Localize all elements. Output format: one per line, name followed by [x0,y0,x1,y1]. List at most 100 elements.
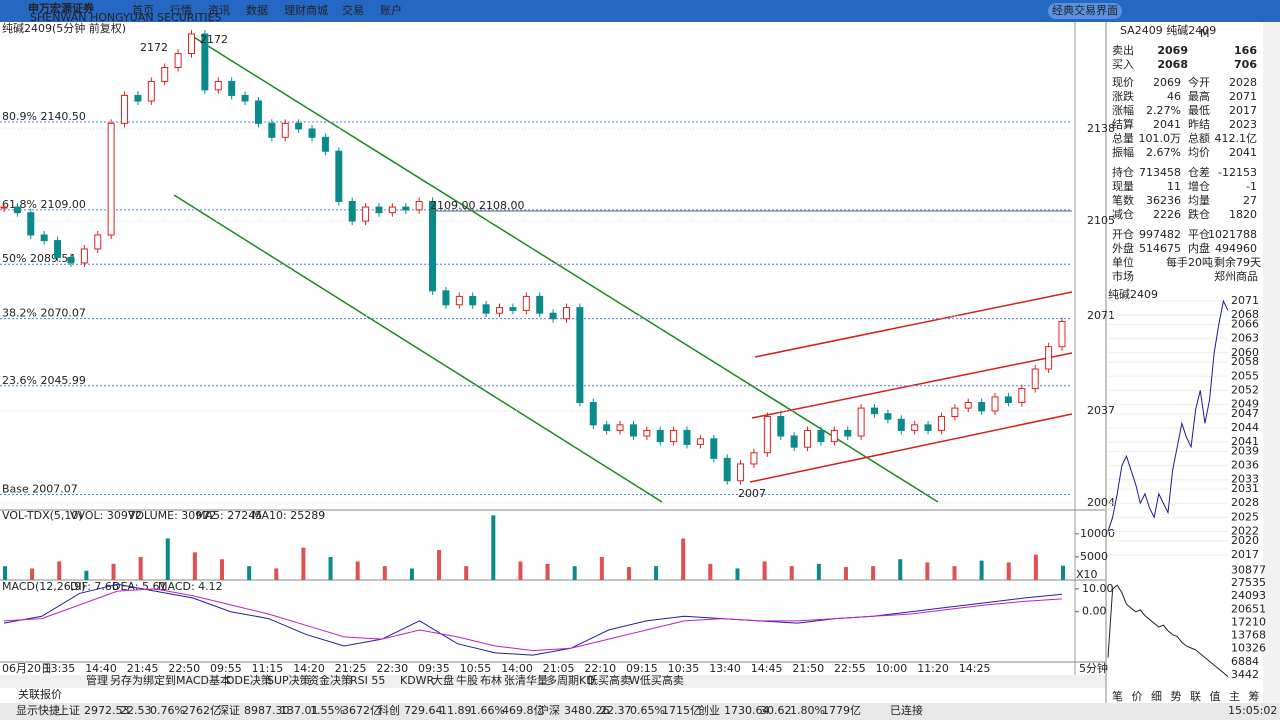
x-tick-label: 10:35 [668,662,700,675]
volume-bar [871,566,876,580]
index-field: 1.80% [790,704,825,717]
volume-bar [328,556,333,580]
volume-bar [192,552,197,580]
quote-label: 最高 [1188,89,1210,103]
tab[interactable]: 资金决策 [308,673,352,687]
macd-line [3,583,1063,656]
tab[interactable]: 另存为 [110,673,143,687]
y-tick-label: 17210 [1231,615,1266,628]
quote-value: 2041 [1153,118,1181,131]
fib-label: Base 2007.07 [2,482,78,495]
tab[interactable]: 管理 [86,673,108,687]
y-tick-label: 2033 [1231,473,1259,486]
menu-item[interactable]: 首页 [132,3,154,17]
mode-button[interactable] [1048,3,1122,19]
candle [670,429,678,443]
candle [924,424,932,431]
tab[interactable]: W低买高卖 [629,673,684,687]
volume-bar [30,568,35,580]
tab[interactable]: SUP决策 [267,673,311,687]
candle [429,201,437,292]
mini-tab[interactable]: 值 [1210,690,1221,703]
menu-item[interactable]: 理财商城 [284,3,328,17]
candle [281,122,289,138]
mini-tab[interactable]: 价 [1132,690,1143,703]
candle [804,429,812,448]
tab[interactable]: 多周期KD [546,673,595,687]
tab[interactable]: KDWR [400,674,435,687]
menu-item[interactable]: 账户 [380,3,402,17]
candle [147,80,155,102]
tab[interactable]: 绑定到 [143,673,176,687]
menu-item[interactable]: 行情 [170,4,192,17]
quote-label: 涨跌 [1112,89,1134,103]
tab[interactable]: 布林 [480,673,502,687]
candle [362,206,370,222]
fib-label: 23.6% 2045.99 [2,374,86,387]
quote-value: 11 [1167,180,1181,193]
volume-bar [518,561,523,580]
volume-bar [301,547,306,580]
volume-bar [898,559,903,580]
candle [710,438,718,459]
tab[interactable]: RSI 55 [350,674,385,687]
low-mark: 2007 [738,487,766,500]
mini-tab[interactable]: 细 [1151,690,1162,703]
mini-tab[interactable]: 势 [1171,690,1182,703]
mini-tab[interactable]: 筹 [1249,689,1260,703]
candle [656,429,664,443]
y-tick-label: 30877 [1231,563,1266,576]
menu-item[interactable]: 交易 [342,3,364,17]
quote-label: 涨幅 [1112,104,1134,117]
volume-bar [247,566,252,580]
index-field: 1779亿 [822,704,861,717]
level-label: 2109.00 2108.00 [430,199,524,212]
candle [576,307,584,404]
mini-tab[interactable]: 主 [1229,690,1240,703]
fib-label: 61.8% 2109.00 [2,198,86,211]
quote-label: 市场 [1112,269,1134,283]
volume-bar [1033,554,1038,580]
x-tick-label: 10:55 [460,662,492,675]
mini-tab[interactable]: 联 [1190,690,1201,703]
candle [951,407,959,417]
candle [27,212,35,236]
y-tick-label: 24093 [1231,589,1266,602]
x-tick-label: 14:00 [501,662,533,675]
quote-price: 2068 [1157,58,1188,71]
quote-value: 2071 [1229,90,1257,103]
x-tick-label: 09:55 [210,662,242,675]
tab[interactable]: DDE决策 [226,673,272,687]
quote-label: 平仓 [1188,227,1210,241]
tab[interactable]: 张清华量 [504,673,548,687]
candle [40,234,48,242]
quote-value: 514675 [1139,242,1181,255]
x-tick-label: 10:00 [876,662,908,675]
mini-tab[interactable]: 笔 [1112,689,1123,703]
index-field: 30.62 [760,704,792,717]
menu-item[interactable]: 数据 [246,3,268,17]
candle [455,295,463,306]
status-bar [0,703,1280,720]
quote-value: 713458 [1139,166,1181,179]
candle [415,201,423,211]
link-quote[interactable]: 关联报价 [18,687,62,701]
volume-bar [979,560,984,580]
candle [629,424,637,437]
x-tick-label: 09:35 [418,662,450,675]
tab[interactable]: 大盘 [432,673,454,687]
right-toolbar [1263,22,1280,703]
candle [964,402,972,409]
tab[interactable]: MACD基本 [176,673,231,687]
x-tick-label: 14:45 [751,662,783,675]
x-tick-label: 11:15 [252,662,284,675]
high-mark: 2172 [200,33,228,46]
quote-value: 2226 [1153,208,1181,221]
tab[interactable]: 牛股 [456,673,478,687]
quote-label: 开仓 [1112,227,1134,241]
menu-item[interactable]: 资讯 [208,4,230,17]
candle [991,396,999,412]
tab[interactable]: 低买高卖 [587,673,631,687]
volume-bar [599,556,604,580]
y-tick-label: 2028 [1231,496,1259,509]
